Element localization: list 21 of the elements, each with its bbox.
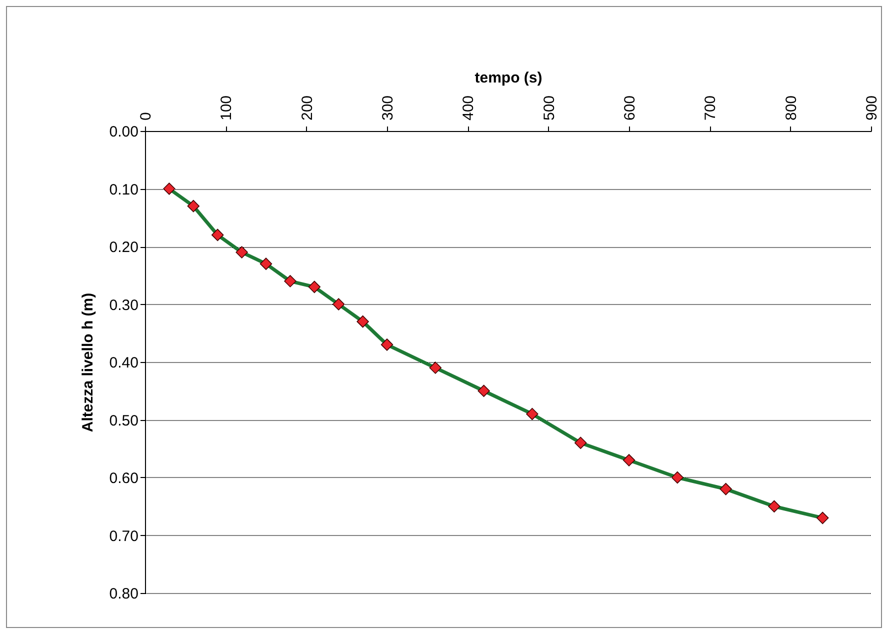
x-tick-label: 600 [622,95,638,120]
x-tick-label: 300 [380,95,396,120]
y-tick-label: 0.60 [109,470,138,487]
y-tick-label: 0.70 [109,528,138,545]
x-tick-label: 500 [540,95,558,120]
y-tick-label: 0.20 [109,239,138,256]
x-tick-label: 700 [702,95,720,120]
x-tick-label: 400 [460,95,478,120]
y-tick-label: 0.50 [109,412,138,430]
y-tick-label: 0.40 [109,354,138,372]
x-tick-label: 200 [298,95,316,120]
x-axis-title: tempo (s) [474,69,542,86]
y-tick-label: 0.80 [109,586,138,602]
x-tick-label: 800 [782,95,800,120]
x-tick-label: 0 [138,112,154,120]
y-tick-label: 0.00 [109,124,138,140]
y-tick-label: 0.10 [109,181,138,198]
y-tick-label: 0.30 [109,296,138,314]
x-tick-label: 900 [864,95,880,120]
y-axis-title: Altezza livello h (m) [79,292,96,432]
x-tick-label: 100 [218,95,236,120]
